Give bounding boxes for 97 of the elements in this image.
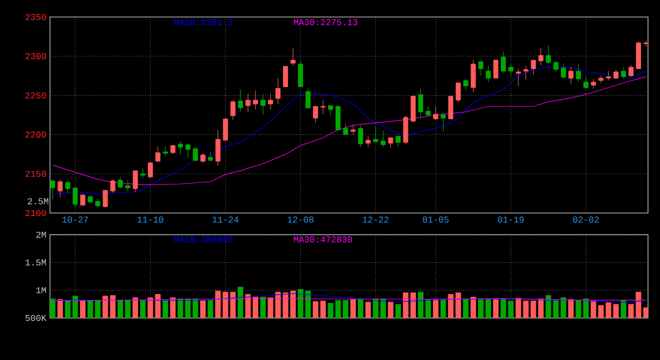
- candlestick: [590, 78, 596, 89]
- x-tick-label: 01-05: [422, 216, 449, 223]
- candlestick: [72, 186, 78, 208]
- candlestick: [493, 59, 498, 78]
- candlestick: [252, 90, 258, 110]
- candlestick: [132, 170, 138, 192]
- candlestick: [313, 106, 318, 124]
- candlestick: [208, 152, 213, 162]
- candlestick: [148, 162, 153, 179]
- candlestick: [366, 136, 371, 148]
- candlestick: [245, 94, 250, 112]
- text: 2.5M: [28, 198, 48, 204]
- candlestick: [576, 64, 581, 82]
- candlestick: [380, 130, 386, 148]
- candlestick: [200, 153, 206, 164]
- candlestick: [140, 168, 146, 179]
- candlestick: [523, 65, 528, 80]
- candlestick: [583, 77, 588, 90]
- y-tick-label: 500K: [26, 314, 46, 322]
- candlestick: [110, 178, 116, 193]
- candlestick: [440, 112, 446, 132]
- y-tick-label: 2200: [26, 132, 46, 138]
- candlestick: [568, 66, 574, 84]
- candlestick: [215, 130, 220, 166]
- candlestick: [456, 82, 461, 103]
- x-tick-label: 11-10: [138, 216, 164, 223]
- candlestick: [486, 65, 491, 82]
- y-tick-label: 2250: [26, 92, 46, 98]
- x-tick-label: 02-02: [573, 216, 599, 223]
- candlestick: [478, 60, 484, 76]
- x-tick-label: 01-19: [498, 216, 524, 223]
- candlestick: [222, 118, 228, 142]
- x-tick-label: 10-27: [62, 216, 88, 223]
- y-tick-label: 2100: [26, 210, 46, 216]
- candlestick: [516, 68, 521, 86]
- text: MA10:380036: [174, 236, 232, 242]
- candlestick: [644, 40, 648, 48]
- candlestick: [358, 124, 364, 148]
- candlestick: [433, 106, 438, 120]
- candlestick: [530, 60, 536, 76]
- x-tick-label: 12-08: [288, 216, 314, 223]
- candlestick: [598, 75, 604, 84]
- candlestick: [463, 78, 468, 90]
- candlestick: [388, 137, 394, 148]
- candlestick: [373, 126, 378, 143]
- candlestick: [448, 96, 454, 120]
- candlestick: [538, 48, 544, 66]
- candlestick: [306, 88, 311, 110]
- candlestick: [178, 141, 183, 156]
- candlestick: [276, 78, 281, 104]
- candlestick: [298, 60, 304, 88]
- candlestick: [560, 62, 566, 78]
- candlestick: [320, 100, 326, 115]
- candlestick: [283, 65, 288, 88]
- candlestick: [500, 51, 506, 73]
- candlestick: [290, 48, 296, 66]
- candlestick: [613, 69, 618, 80]
- candlestick: [80, 194, 86, 206]
- candlestick: [155, 146, 160, 162]
- candlestick: [260, 94, 266, 116]
- y-tick-label: 1.5M: [26, 259, 46, 266]
- y-tick-label: 2150: [26, 170, 46, 177]
- candlestick: [268, 94, 273, 110]
- x-tick-label: 11-24: [212, 216, 238, 223]
- y-tick-label: 1M: [36, 287, 46, 294]
- candlestick: [343, 122, 348, 135]
- candlestick: [50, 180, 56, 200]
- y-tick-label: 2300: [26, 53, 46, 60]
- candlestick: [102, 190, 108, 208]
- candlestick: [546, 44, 551, 64]
- y-tick-label: 2350: [26, 14, 46, 20]
- text: MA30:2275.13: [294, 19, 358, 26]
- candlestick: [328, 105, 334, 116]
- candlestick: [553, 60, 558, 72]
- candlestick: [606, 70, 611, 81]
- candlestick: [192, 146, 198, 162]
- candlestick: [125, 180, 130, 192]
- candlestick: [396, 136, 401, 147]
- candlestick: [418, 88, 424, 118]
- candlestick: [118, 176, 123, 189]
- candlestick: [508, 64, 514, 76]
- candlestick: [238, 88, 243, 112]
- candlestick: [185, 144, 190, 158]
- y-tick-label: 2M: [36, 232, 46, 238]
- text: MA10:2281.3: [174, 19, 232, 26]
- candlestick: [58, 178, 63, 198]
- text: MA30:472830: [294, 236, 352, 242]
- candlestick: [350, 124, 356, 135]
- x-tick-label: 12-22: [362, 216, 388, 223]
- candlestick: [336, 105, 341, 131]
- candlestick: [470, 60, 476, 93]
- candlestick: [620, 66, 626, 80]
- candlestick: [162, 146, 168, 157]
- candlestick: [628, 64, 634, 77]
- candlestick: [230, 100, 236, 120]
- candlestick: [65, 180, 70, 194]
- candlestick: [426, 106, 431, 117]
